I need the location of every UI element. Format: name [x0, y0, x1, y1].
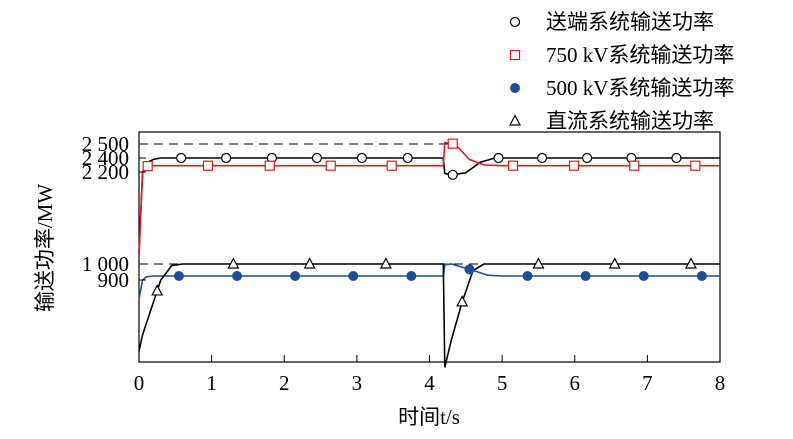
data-point-series-1: [493, 152, 504, 164]
data-point-series-3: [580, 271, 591, 281]
data-point-series-4: [532, 257, 545, 269]
data-point-series-2: [629, 160, 640, 171]
series-line-4: [138, 263, 720, 368]
legend-label-4: 直流系统输送功率: [546, 109, 714, 133]
data-point-series-4: [151, 284, 164, 296]
legend-marker-1: [509, 16, 521, 28]
legend-label-2: 750 kV系统输送功率: [546, 43, 734, 67]
data-point-series-4: [303, 257, 316, 269]
data-point-series-3: [348, 271, 359, 281]
data-point-series-2: [507, 160, 519, 171]
data-point-series-3: [638, 271, 649, 281]
marker-layer: [142, 138, 707, 307]
data-point-series-2: [325, 160, 336, 171]
x-tick-label: 8: [715, 371, 726, 395]
y-tick-label: 900: [98, 268, 130, 292]
series-layer: [138, 141, 720, 368]
y-tick-label: 2 200: [82, 160, 129, 184]
y-tick-label: 1 000: [82, 252, 129, 276]
data-point-series-3: [290, 271, 301, 281]
data-point-series-4: [684, 257, 697, 269]
x-axis-ticks: 0 1 2 3 4 5 6 7 8: [134, 355, 726, 395]
y-axis-label: 输送功率/MW: [33, 184, 57, 313]
data-point-series-1: [176, 152, 187, 164]
data-point-series-2: [690, 160, 701, 171]
data-point-series-2: [264, 160, 275, 171]
legend-marker-3: [510, 83, 520, 93]
data-point-series-2: [202, 160, 214, 171]
y-tick-label: 2 500: [82, 132, 129, 156]
data-point-series-1: [311, 152, 323, 164]
x-tick-label: 3: [352, 371, 363, 395]
data-point-series-3: [173, 271, 184, 281]
data-point-series-4: [456, 295, 469, 307]
data-point-series-1: [221, 152, 232, 164]
legend-marker-2: [509, 49, 521, 61]
data-point-series-3: [232, 271, 243, 281]
data-point-series-1: [402, 152, 413, 164]
data-point-series-1: [536, 152, 548, 164]
x-tick-label: 1: [206, 371, 217, 395]
series-line-1: [138, 157, 720, 253]
data-point-series-2: [142, 161, 153, 172]
y-tick-label: 2 400: [82, 146, 129, 170]
data-point-series-4: [379, 257, 392, 269]
x-tick-label: 6: [570, 371, 581, 395]
data-point-series-1: [671, 152, 682, 164]
data-point-series-2: [568, 160, 580, 171]
legend-label-1: 送端系统输送功率: [546, 10, 714, 34]
x-tick-label: 5: [497, 371, 508, 395]
legend-label-3: 500 kV系统输送功率: [546, 76, 734, 100]
data-point-series-1: [356, 152, 368, 164]
legend-marker-4: [509, 114, 521, 126]
x-tick-label: 0: [134, 371, 145, 395]
x-axis-label: 时间t/s: [398, 405, 460, 429]
series-line-3: [138, 263, 720, 300]
data-point-series-4: [608, 257, 621, 269]
data-point-series-3: [522, 271, 533, 281]
data-point-series-1: [581, 152, 593, 164]
x-tick-label: 7: [642, 371, 653, 395]
data-point-series-2: [386, 160, 397, 171]
data-point-series-3: [406, 271, 417, 281]
data-point-series-1: [447, 169, 458, 180]
x-tick-label: 4: [424, 371, 435, 395]
data-point-series-3: [696, 271, 707, 281]
x-tick-label: 2: [279, 371, 290, 395]
data-point-series-3: [464, 264, 475, 275]
data-point-series-4: [227, 257, 240, 269]
data-point-series-2: [447, 138, 458, 149]
